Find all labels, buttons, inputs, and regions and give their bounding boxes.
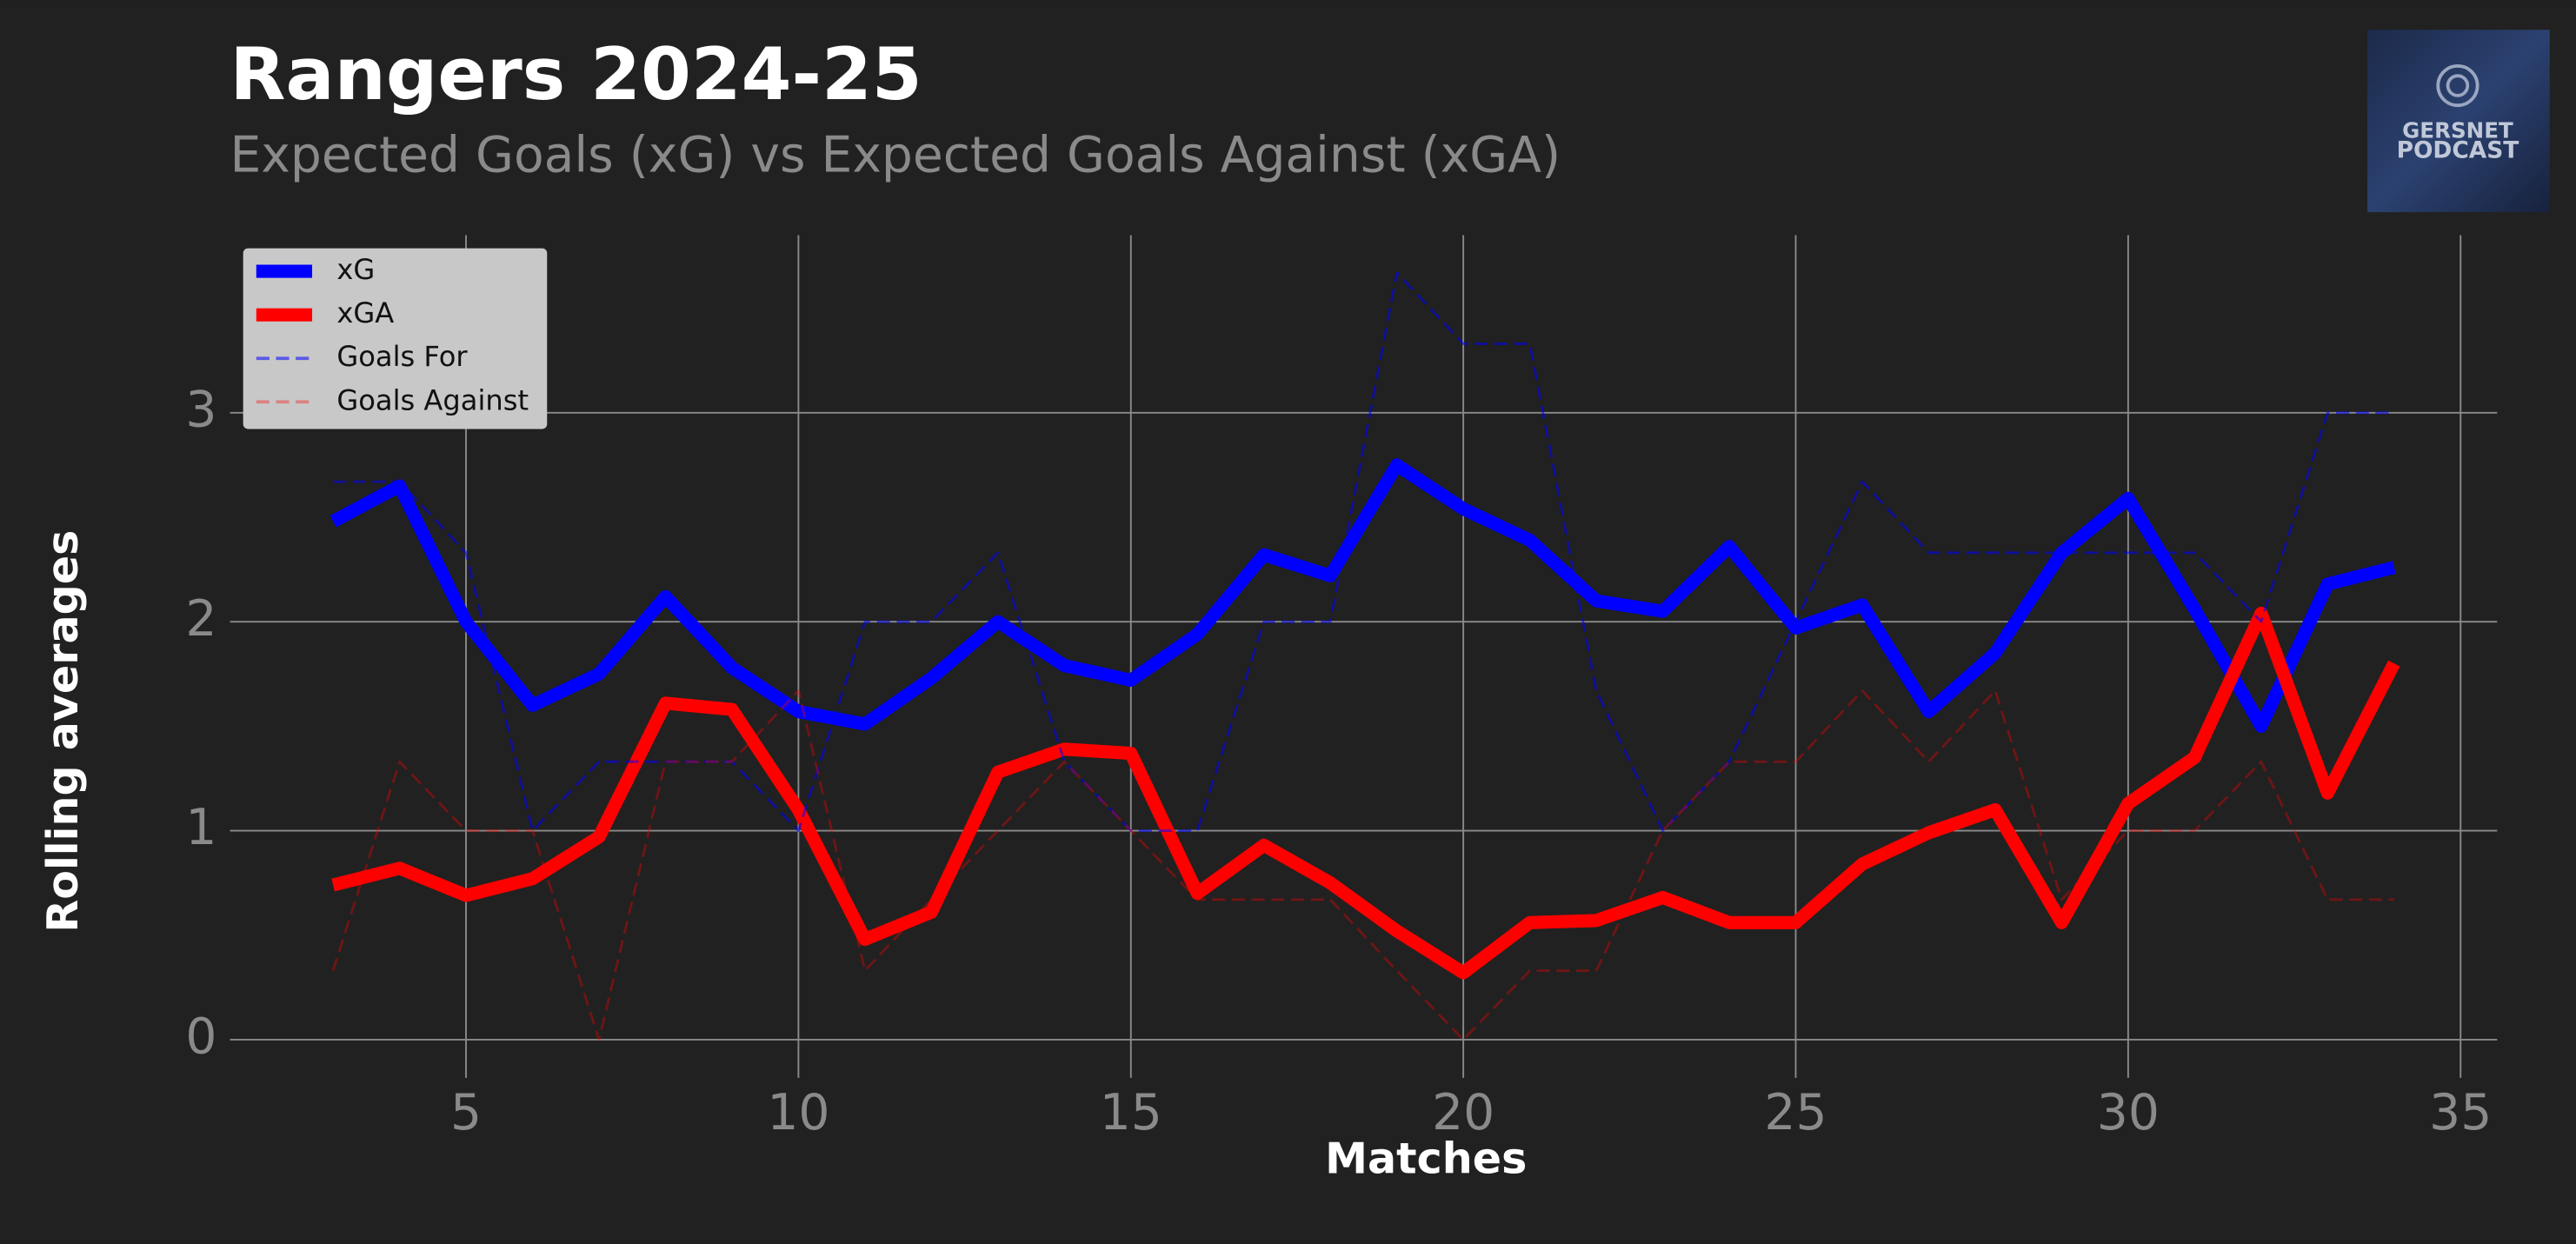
logo-background <box>2367 30 2550 213</box>
legend: xG xGA Goals For Goals Against <box>243 248 548 429</box>
y-tick-label: 2 <box>185 590 216 648</box>
logo-icon <box>2436 63 2479 108</box>
chart-subtitle: Expected Goals (xG) vs Expected Goals Ag… <box>230 126 1561 183</box>
legend-label: xG <box>336 253 375 286</box>
x-axis-label: Matches <box>1325 1134 1527 1184</box>
y-tick-label: 3 <box>185 381 216 438</box>
x-tick-label: 10 <box>767 1084 829 1141</box>
x-tick-label: 15 <box>1100 1084 1162 1141</box>
chart-title: Rangers 2024-25 <box>230 32 922 116</box>
series-line <box>331 689 2394 1041</box>
y-tick-label: 0 <box>185 1008 216 1066</box>
legend-label: Goals Against <box>336 383 529 416</box>
x-tick-label: 20 <box>1432 1084 1494 1141</box>
x-tick-label: 30 <box>2097 1084 2160 1141</box>
logo-text: PODCAST <box>2397 137 2519 164</box>
logo-text: GERSNET <box>2402 117 2513 143</box>
x-tick-label: 25 <box>1764 1084 1827 1141</box>
y-tick-label: 1 <box>185 799 216 856</box>
legend-label: Goals For <box>336 340 468 373</box>
y-axis-label: Rolling averages <box>37 530 88 933</box>
series-line <box>329 458 2396 733</box>
logo-icon <box>2446 74 2470 97</box>
legend-label: xGA <box>336 296 394 329</box>
series-line <box>333 271 2394 832</box>
legend-box <box>243 248 548 429</box>
logo: GERSNET PODCAST <box>2367 30 2550 213</box>
x-tick-label: 35 <box>2429 1084 2492 1141</box>
x-tick-label: 5 <box>450 1084 482 1141</box>
series-line <box>331 606 2400 980</box>
